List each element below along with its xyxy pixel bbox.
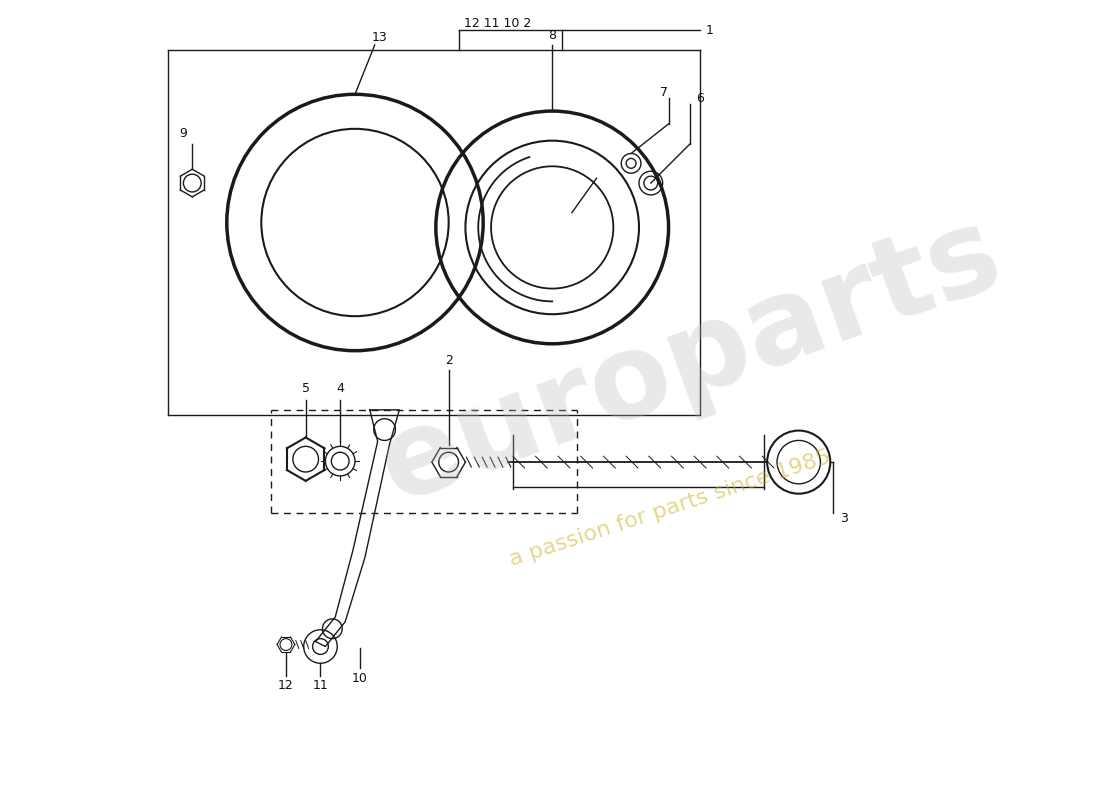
Text: 12: 12 xyxy=(278,679,294,693)
Text: 10: 10 xyxy=(352,671,367,685)
Text: 3: 3 xyxy=(840,512,848,525)
Text: 8: 8 xyxy=(548,29,557,42)
Text: 12 11 10 2: 12 11 10 2 xyxy=(464,17,531,30)
Text: 2: 2 xyxy=(444,354,452,367)
Text: 5: 5 xyxy=(301,382,310,394)
Text: europarts: europarts xyxy=(364,195,1016,526)
Text: 13: 13 xyxy=(372,30,387,44)
Text: 4: 4 xyxy=(337,382,344,394)
Text: 6: 6 xyxy=(696,92,704,105)
Text: 11: 11 xyxy=(312,679,329,693)
Text: 1: 1 xyxy=(706,24,714,37)
Text: a passion for parts since 1985: a passion for parts since 1985 xyxy=(507,447,834,570)
Text: 9: 9 xyxy=(179,127,187,140)
Text: 7: 7 xyxy=(660,86,668,99)
